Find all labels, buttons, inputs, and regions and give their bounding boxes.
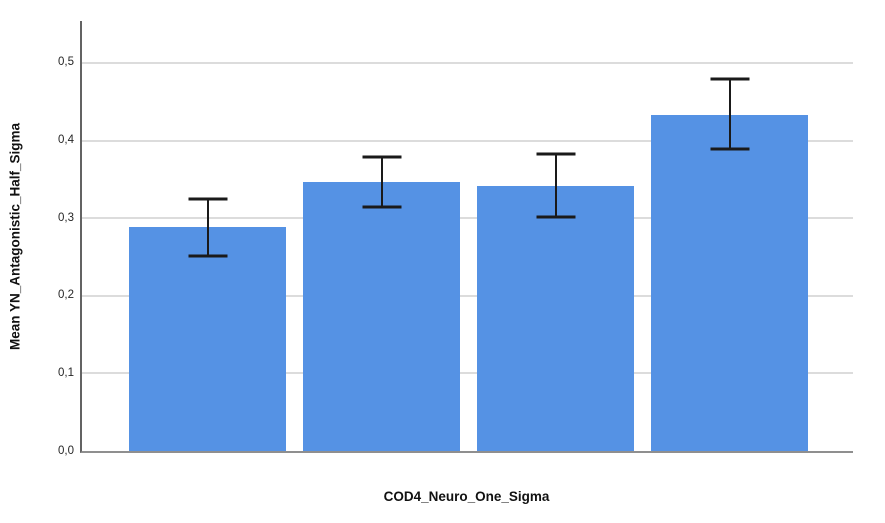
- error-bar-cap-bottom: [362, 205, 401, 209]
- y-tick-label: 0,0: [58, 444, 74, 457]
- bar: [303, 181, 460, 451]
- x-axis-title: COD4_Neuro_One_Sigma: [383, 489, 550, 504]
- bar: [477, 186, 634, 451]
- y-tick-label: 0,5: [58, 56, 74, 69]
- error-bar-cap-bottom: [188, 254, 227, 258]
- gridline: [82, 217, 853, 220]
- error-bar-line: [380, 156, 383, 208]
- error-bar-cap-top: [710, 77, 749, 81]
- gridline: [82, 139, 853, 142]
- y-tick-label: 0,2: [58, 289, 74, 302]
- bar: [651, 114, 808, 451]
- y-tick-label: 0,4: [58, 133, 74, 146]
- error-bar-line: [206, 198, 209, 257]
- error-bar-cap-bottom: [536, 215, 575, 219]
- error-bar-cap-top: [188, 197, 227, 201]
- error-bar-cap-bottom: [710, 147, 749, 151]
- gridline: [82, 61, 853, 64]
- error-bar-line: [554, 153, 557, 217]
- gridline: [82, 294, 853, 297]
- bar: [129, 226, 286, 451]
- error-bar-line: [728, 79, 731, 150]
- y-tick-label: 0,1: [58, 366, 74, 379]
- y-axis-title: Mean YN_Antagonistic_Half_Sigma: [7, 122, 23, 351]
- error-bar-cap-top: [536, 152, 575, 156]
- plot-area: 0,0 0,1 0,2 0,3 0,4 0,5: [58, 21, 853, 456]
- y-tick-label: 0,3: [58, 211, 74, 224]
- error-bar-cap-top: [362, 155, 401, 159]
- gridline: [82, 372, 853, 375]
